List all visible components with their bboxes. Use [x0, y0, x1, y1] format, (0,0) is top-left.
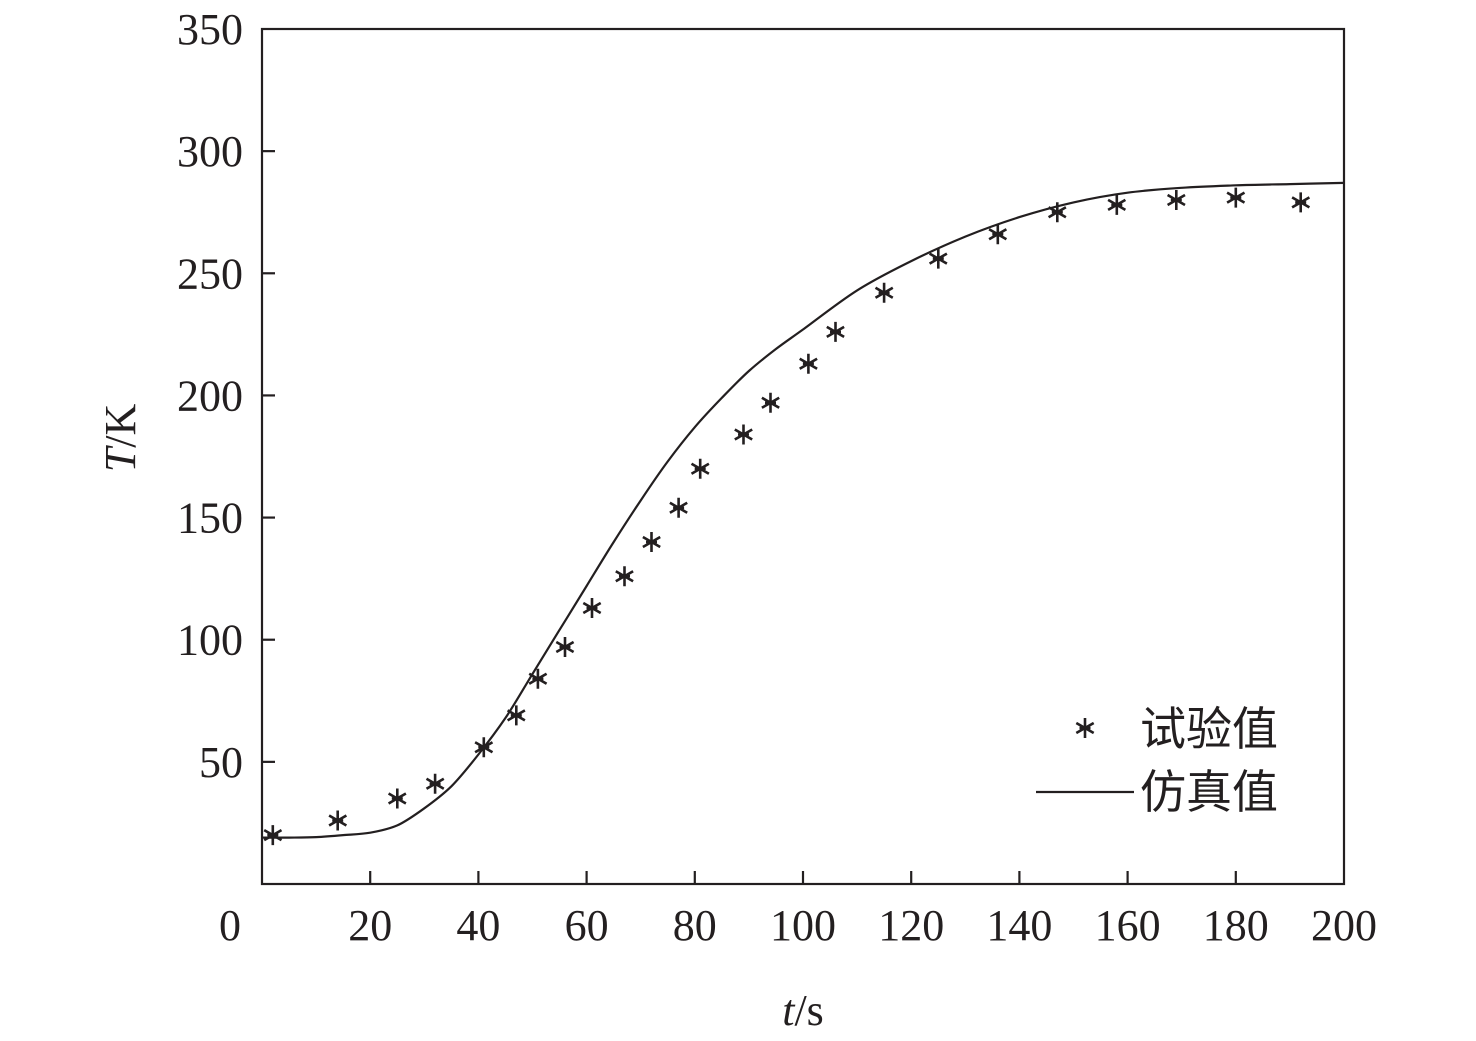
data-point-experimental	[582, 598, 602, 618]
simulation-line	[261, 181, 1345, 839]
x-tick-label: 120	[878, 901, 944, 950]
y-axis-variable: T	[96, 444, 145, 472]
data-point-experimental	[1107, 194, 1127, 215]
x-tick-label: 160	[1095, 901, 1161, 950]
data-point-experimental	[1291, 192, 1311, 213]
data-point-experimental	[506, 705, 526, 726]
data-point-experimental	[263, 825, 283, 846]
data-point-experimental	[1047, 202, 1067, 223]
x-tick-label: 40	[456, 901, 500, 950]
data-point-experimental	[799, 353, 818, 374]
data-point-experimental	[1226, 187, 1246, 208]
y-tick-label: 50	[199, 738, 243, 787]
y-tick-label: 250	[177, 249, 243, 298]
y-tick-label: 150	[177, 494, 243, 543]
y-axis-unit: /K	[96, 404, 145, 448]
y-tick-label: 300	[177, 127, 243, 176]
data-point-experimental	[642, 532, 661, 552]
x-tick-label: 180	[1203, 901, 1269, 950]
data-point-experimental	[690, 458, 710, 479]
x-tick-label: 0	[219, 901, 241, 950]
data-point-experimental	[328, 810, 348, 831]
data-point-experimental	[387, 788, 407, 809]
data-point-experimental	[1075, 718, 1095, 738]
series	[261, 181, 1345, 846]
x-axis-title: t/s	[782, 986, 824, 1035]
data-point-experimental	[761, 392, 780, 413]
x-tick-label: 80	[673, 901, 717, 950]
x-tick-label: 60	[565, 901, 609, 950]
data-point-experimental	[1166, 190, 1186, 210]
x-tick-label: 100	[770, 901, 836, 950]
data-point-experimental	[528, 668, 548, 689]
y-axis-ticks: 50 100 150 200 250 300 350	[177, 5, 275, 787]
y-tick-label: 100	[177, 616, 243, 665]
x-axis-ticks: 0 20 40 60 80 100 120 140 160 180 200	[219, 871, 1377, 950]
data-point-experimental	[874, 282, 894, 303]
data-point-experimental	[928, 248, 948, 269]
x-tick-label: 140	[986, 901, 1052, 950]
data-point-experimental	[474, 737, 494, 758]
data-point-experimental	[669, 497, 688, 518]
data-point-experimental	[734, 424, 753, 445]
legend: 试验值 仿真值	[1036, 702, 1278, 819]
data-point-experimental	[988, 224, 1008, 245]
y-tick-label: 350	[177, 5, 243, 54]
legend-label-experimental: 试验值	[1140, 702, 1278, 756]
data-point-experimental	[425, 773, 445, 794]
data-point-experimental	[615, 566, 634, 587]
x-tick-label: 200	[1311, 901, 1377, 950]
y-axis-title: T/K	[96, 404, 145, 473]
data-point-experimental	[555, 637, 575, 657]
legend-marker-experimental	[1075, 718, 1095, 738]
x-axis-variable: t	[782, 986, 796, 1035]
x-tick-label: 20	[348, 901, 392, 950]
legend-label-simulation: 仿真值	[1140, 765, 1278, 819]
y-tick-label: 200	[177, 371, 243, 420]
data-point-experimental	[826, 321, 845, 342]
x-axis-unit: /s	[794, 986, 823, 1035]
